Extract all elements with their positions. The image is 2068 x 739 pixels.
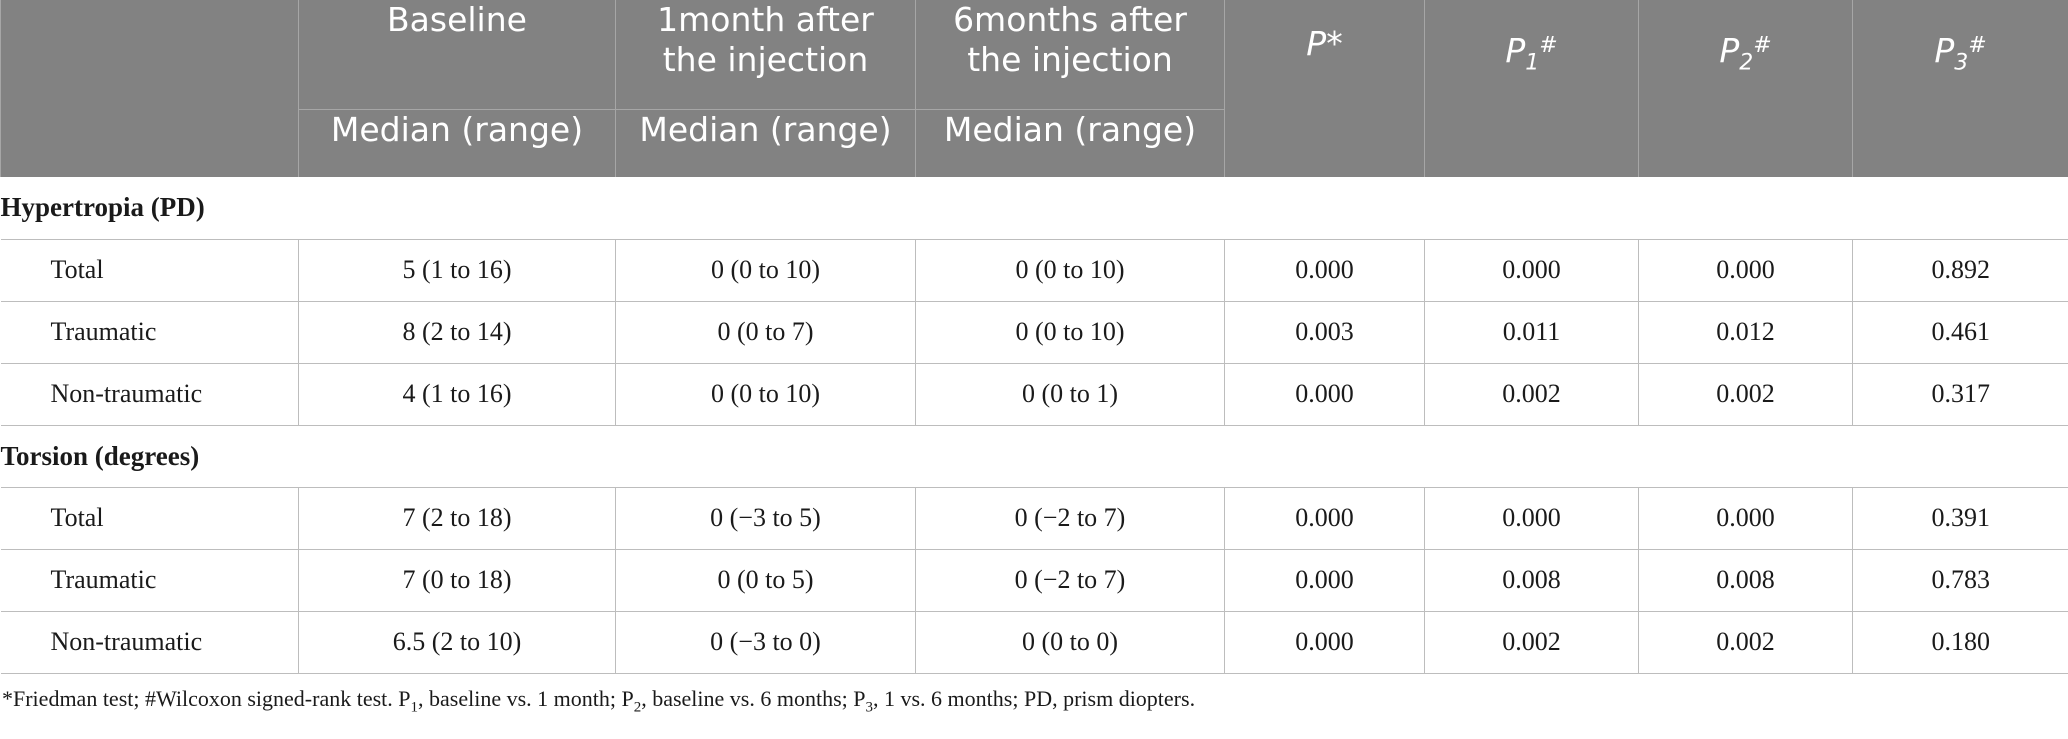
cell-p2: 0.012 bbox=[1638, 301, 1853, 364]
cell-p2: 0.002 bbox=[1638, 363, 1853, 426]
table-row: Non-traumatic 4 (1 to 16) 0 (0 to 10) 0 … bbox=[0, 363, 2068, 426]
cell-p: 0.000 bbox=[1224, 363, 1425, 426]
row-label: Traumatic bbox=[0, 301, 299, 364]
header-p3: P3# bbox=[1852, 0, 2068, 177]
header-baseline-text: Baseline bbox=[387, 0, 527, 39]
subheader-1-month: Median (range) bbox=[615, 109, 916, 177]
subheader-baseline: Median (range) bbox=[298, 109, 616, 177]
cell-p1: 0.011 bbox=[1424, 301, 1639, 364]
header-p1-mark: # bbox=[1539, 33, 1558, 58]
footnote-part-3: , baseline vs. 6 months; P bbox=[641, 685, 866, 711]
footnote-part-1: *Friedman test; #Wilcoxon signed-rank te… bbox=[2, 685, 411, 711]
section-title: Hypertropia (PD) bbox=[0, 177, 2068, 240]
cell-p3: 0.461 bbox=[1852, 301, 2068, 364]
cell-6-months: 0 (−2 to 7) bbox=[915, 549, 1225, 612]
cell-p1: 0.002 bbox=[1424, 611, 1639, 674]
section-title: Torsion (degrees) bbox=[0, 425, 2068, 488]
header-6-months-line2: the injection bbox=[967, 40, 1173, 79]
cell-6-months: 0 (−2 to 7) bbox=[915, 487, 1225, 550]
cell-p3: 0.391 bbox=[1852, 487, 2068, 550]
header-row-1: Baseline 1month after the injection 6mont… bbox=[0, 0, 2068, 177]
footnote-sub-3: 3 bbox=[865, 698, 874, 715]
row-label: Non-traumatic bbox=[0, 363, 299, 426]
cell-p1: 0.000 bbox=[1424, 487, 1639, 550]
cell-1-month: 0 (0 to 5) bbox=[615, 549, 916, 612]
header-empty-cell bbox=[0, 0, 299, 177]
cell-baseline: 7 (2 to 18) bbox=[298, 487, 616, 550]
row-label: Traumatic bbox=[0, 549, 299, 612]
header-6-months-line1: 6months after bbox=[953, 0, 1187, 39]
header-p2: P2# bbox=[1638, 0, 1853, 177]
cell-p1: 0.002 bbox=[1424, 363, 1639, 426]
table-row: Total 7 (2 to 18) 0 (−3 to 5) 0 (−2 to 7… bbox=[0, 487, 2068, 550]
cell-baseline: 8 (2 to 14) bbox=[298, 301, 616, 364]
cell-p3: 0.892 bbox=[1852, 239, 2068, 302]
cell-6-months: 0 (0 to 10) bbox=[915, 301, 1225, 364]
header-1-month-line1: 1month after bbox=[657, 0, 874, 39]
cell-baseline: 7 (0 to 18) bbox=[298, 549, 616, 612]
footnote-part-2: , baseline vs. 1 month; P bbox=[418, 685, 634, 711]
cell-baseline: 5 (1 to 16) bbox=[298, 239, 616, 302]
header-p1-sub: 1 bbox=[1525, 50, 1540, 76]
cell-1-month: 0 (0 to 10) bbox=[615, 363, 916, 426]
cell-p3: 0.317 bbox=[1852, 363, 2068, 426]
header-p-mark: * bbox=[1326, 24, 1343, 63]
cell-baseline: 4 (1 to 16) bbox=[298, 363, 616, 426]
table-row: Non-traumatic 6.5 (2 to 10) 0 (−3 to 0) … bbox=[0, 611, 2068, 674]
cell-p: 0.000 bbox=[1224, 549, 1425, 612]
header-6-months: 6months after the injection bbox=[915, 0, 1225, 110]
cell-p3: 0.180 bbox=[1852, 611, 2068, 674]
header-p: P* bbox=[1224, 0, 1425, 177]
header-p3-sub: 3 bbox=[1954, 50, 1969, 76]
header-p3-mark: # bbox=[1968, 33, 1987, 58]
subheader-6-months: Median (range) bbox=[915, 109, 1225, 177]
header-p-letter: P bbox=[1306, 24, 1327, 63]
header-baseline: Baseline bbox=[298, 0, 616, 110]
cell-p: 0.000 bbox=[1224, 487, 1425, 550]
header-1-month: 1month after the injection bbox=[615, 0, 916, 110]
header-1-month-line2: the injection bbox=[662, 40, 869, 79]
header-p1: P1# bbox=[1424, 0, 1639, 177]
cell-6-months: 0 (0 to 10) bbox=[915, 239, 1225, 302]
cell-6-months: 0 (0 to 0) bbox=[915, 611, 1225, 674]
table-row: Total 5 (1 to 16) 0 (0 to 10) 0 (0 to 10… bbox=[0, 239, 2068, 302]
table-figure: Baseline 1month after the injection 6mont… bbox=[0, 0, 2068, 722]
cell-p: 0.003 bbox=[1224, 301, 1425, 364]
cell-1-month: 0 (−3 to 5) bbox=[615, 487, 916, 550]
cell-p2: 0.000 bbox=[1638, 239, 1853, 302]
footnote-sub-2: 2 bbox=[633, 698, 642, 715]
cell-1-month: 0 (−3 to 0) bbox=[615, 611, 916, 674]
cell-p1: 0.008 bbox=[1424, 549, 1639, 612]
cell-p2: 0.000 bbox=[1638, 487, 1853, 550]
header-p2-letter: P bbox=[1719, 31, 1740, 70]
cell-p3: 0.783 bbox=[1852, 549, 2068, 612]
cell-baseline: 6.5 (2 to 10) bbox=[298, 611, 616, 674]
cell-p1: 0.000 bbox=[1424, 239, 1639, 302]
table-footnote: *Friedman test; #Wilcoxon signed-rank te… bbox=[0, 684, 2068, 722]
section-row-hypertropia: Hypertropia (PD) bbox=[0, 177, 2068, 240]
row-label: Total bbox=[0, 487, 299, 550]
section-row-torsion: Torsion (degrees) bbox=[0, 425, 2068, 488]
row-label: Non-traumatic bbox=[0, 611, 299, 674]
cell-p: 0.000 bbox=[1224, 239, 1425, 302]
header-p2-mark: # bbox=[1753, 33, 1772, 58]
footnote-sub-1: 1 bbox=[410, 698, 419, 715]
cell-p2: 0.008 bbox=[1638, 549, 1853, 612]
cell-1-month: 0 (0 to 10) bbox=[615, 239, 916, 302]
table-row: Traumatic 7 (0 to 18) 0 (0 to 5) 0 (−2 t… bbox=[0, 549, 2068, 612]
header-p1-letter: P bbox=[1505, 31, 1526, 70]
cell-6-months: 0 (0 to 1) bbox=[915, 363, 1225, 426]
cell-p: 0.000 bbox=[1224, 611, 1425, 674]
cell-1-month: 0 (0 to 7) bbox=[615, 301, 916, 364]
footnote-part-4: , 1 vs. 6 months; PD, prism diopters. bbox=[873, 685, 1196, 711]
table-row: Traumatic 8 (2 to 14) 0 (0 to 7) 0 (0 to… bbox=[0, 301, 2068, 364]
row-label: Total bbox=[0, 239, 299, 302]
header-row-2: Median (range) Median (range) Median (ra… bbox=[1, 109, 2068, 177]
cell-p2: 0.002 bbox=[1638, 611, 1853, 674]
header-p2-sub: 2 bbox=[1739, 50, 1754, 76]
header-p3-letter: P bbox=[1934, 31, 1955, 70]
results-table: Baseline 1month after the injection 6mont… bbox=[0, 0, 2068, 674]
